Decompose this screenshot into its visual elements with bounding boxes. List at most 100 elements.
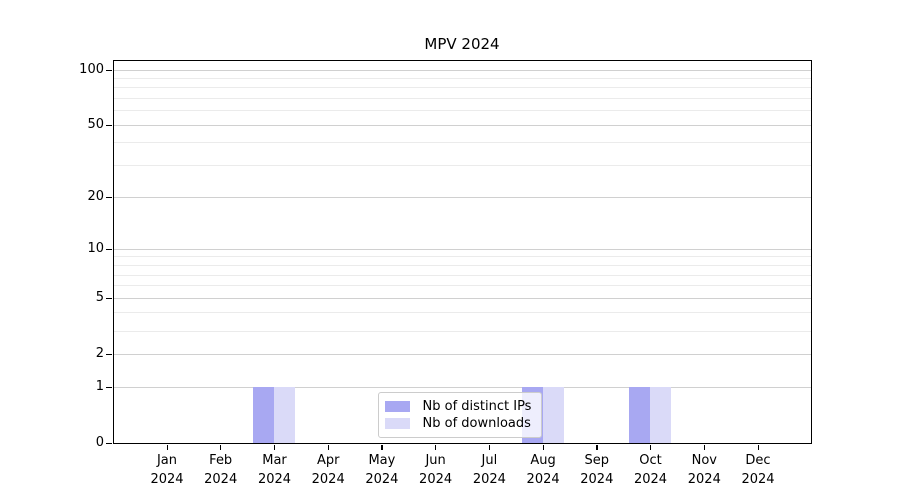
y-tick-label: 2 — [95, 346, 104, 362]
bar-downloads — [542, 386, 564, 443]
y-tick-mark — [106, 196, 112, 198]
x-tick-label: Aug 2024 — [503, 451, 583, 489]
minor-gridline — [113, 87, 811, 89]
x-tick-mark — [166, 444, 168, 450]
x-tick-label: Apr 2024 — [288, 451, 368, 489]
x-tick-label: Mar 2024 — [235, 451, 315, 489]
x-tick-month: Dec — [745, 453, 771, 468]
minor-gridline — [113, 274, 811, 276]
x-tick-month: Apr — [316, 453, 340, 468]
minor-gridline — [113, 265, 811, 266]
major-gridline — [113, 386, 811, 388]
x-tick-month: Jun — [425, 453, 446, 468]
legend-swatch — [384, 418, 410, 429]
x-tick-month: Mar — [262, 453, 287, 468]
y-tick-label: 20 — [87, 189, 104, 204]
major-gridline — [113, 124, 811, 126]
x-tick-mark — [757, 444, 759, 450]
x-tick-label: Jul 2024 — [449, 451, 529, 489]
x-tick-mark — [435, 444, 437, 450]
x-tick-label: Nov 2024 — [664, 451, 744, 489]
minor-gridline — [113, 110, 811, 112]
x-tick-year: 2024 — [687, 472, 721, 487]
x-tick-year: 2024 — [204, 472, 238, 487]
x-tick-year: 2024 — [257, 472, 292, 487]
bar-downloads — [650, 386, 671, 443]
x-tick-year: 2024 — [633, 472, 668, 487]
x-tick-year: 2024 — [419, 472, 453, 487]
legend-item: Nb of downloads — [384, 416, 535, 432]
x-tick-year: 2024 — [311, 472, 345, 487]
x-tick-label: Dec 2024 — [718, 451, 798, 489]
x-tick-label: May 2024 — [342, 451, 422, 489]
bar-distinct-ips — [253, 386, 274, 443]
y-tick-label: 5 — [95, 290, 104, 306]
gridlines-layer — [113, 61, 811, 443]
major-gridline — [113, 69, 811, 71]
y-tick-mark — [106, 124, 112, 127]
x-tick-month: May — [368, 453, 396, 468]
major-gridline — [113, 297, 811, 299]
bar-distinct-ips — [629, 386, 650, 443]
x-tick-year: 2024 — [365, 472, 399, 487]
minor-gridline — [113, 98, 811, 100]
x-tick-mark — [220, 444, 222, 450]
x-tick-mark — [381, 444, 383, 450]
x-tick-label: Jun 2024 — [396, 451, 476, 489]
x-tick-label: Oct 2024 — [611, 451, 691, 489]
legend-item-label: Nb of downloads — [422, 416, 531, 431]
x-tick-mark — [596, 444, 598, 450]
x-tick-mark — [274, 444, 276, 450]
x-tick-year: 2024 — [526, 472, 560, 487]
x-tick-month: Oct — [639, 453, 662, 468]
major-gridline — [113, 353, 811, 355]
chart-title: MPV 2024 — [424, 35, 500, 53]
legend-item: Nb of distinct IPs — [384, 399, 535, 415]
x-tick-month: Aug — [530, 453, 556, 468]
x-tick-mark — [650, 444, 652, 450]
legend-swatch — [384, 401, 410, 412]
x-tick-mark — [703, 444, 706, 450]
x-tick-month: Nov — [691, 453, 717, 468]
x-tick-month: Sep — [584, 453, 610, 468]
legend-item-label: Nb of distinct IPs — [422, 399, 532, 414]
x-tick-label: Jan 2024 — [127, 451, 207, 489]
y-tick-label: 100 — [79, 62, 104, 78]
x-tick-year: 2024 — [580, 472, 614, 487]
y-tick-mark — [106, 297, 112, 299]
y-tick-mark — [106, 442, 112, 444]
bar-downloads — [274, 386, 295, 443]
y-tick-mark — [106, 386, 112, 388]
y-tick-label: 0 — [95, 435, 104, 450]
major-gridline — [113, 248, 811, 250]
x-tick-label: Feb 2024 — [181, 451, 261, 489]
x-tick-mark — [542, 444, 544, 450]
minor-gridline — [113, 312, 811, 314]
minor-gridline — [113, 78, 811, 79]
bars-layer — [114, 61, 811, 443]
minor-gridline — [113, 165, 811, 166]
minor-gridline — [113, 256, 811, 258]
minor-gridline — [113, 330, 811, 332]
x-tick-month: Feb — [209, 453, 233, 468]
y-tick-label: 50 — [87, 117, 104, 133]
y-tick-label: 10 — [87, 241, 104, 257]
y-tick-label: 1 — [95, 379, 104, 394]
y-tick-mark — [106, 69, 112, 71]
x-tick-mark — [488, 444, 491, 450]
x-tick-year: 2024 — [472, 472, 506, 487]
x-tick-label: Sep 2024 — [557, 451, 637, 489]
major-gridline — [113, 196, 811, 198]
x-tick-mark — [327, 444, 329, 450]
plot-area: Nb of distinct IPs Nb of downloads — [112, 59, 812, 444]
y-tick-mark — [106, 353, 112, 355]
legend: Nb of distinct IPs Nb of downloads — [377, 391, 542, 438]
x-tick-year: 2024 — [150, 472, 184, 487]
minor-gridline — [113, 142, 811, 144]
y-tick-mark — [106, 248, 112, 250]
x-tick-month: Jan — [156, 453, 178, 468]
x-tick-year: 2024 — [741, 472, 775, 487]
x-tick-month: Jul — [481, 453, 498, 468]
minor-gridline — [113, 285, 811, 287]
